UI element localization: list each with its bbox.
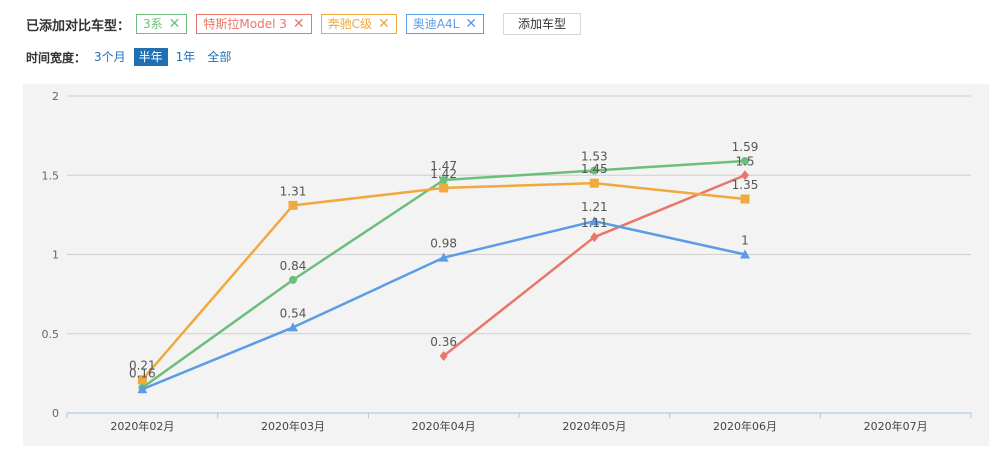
data-point [590,232,599,243]
data-label: 1.5 [735,154,754,168]
data-point [740,194,750,204]
x-tick-label: 2020年02月 [110,419,174,433]
x-tick-label: 2020年07月 [864,419,928,433]
time-range-option[interactable]: 半年 [133,48,168,66]
data-point [137,375,147,385]
time-range-option[interactable]: 全部 [207,50,232,64]
data-label: 1.31 [280,184,307,198]
close-icon[interactable]: ✕ [378,16,390,32]
model-tag-label: 奔驰C级 [327,17,372,31]
data-point [741,156,749,165]
line-chart: 0 0.5 1 1.5 2 2020年02月 2020年03月 2020年04月 2020年05… [42,90,972,433]
x-tick-label: 2020年05月 [562,419,626,433]
close-icon[interactable]: ✕ [465,16,477,32]
y-tick-label: 1 [52,249,59,262]
model-tags: 3系 ✕ 特斯拉Model 3 ✕ 奔驰C级 ✕ 奥迪A4L ✕ [136,14,493,34]
data-point [438,252,449,262]
data-label: 0.84 [280,259,307,273]
data-label: 0.36 [430,335,457,349]
data-point [288,200,298,210]
y-tick-label: 1.5 [42,169,60,182]
model-tag: 3系 ✕ [136,14,188,34]
model-tag-label: 奥迪A4L [412,17,460,31]
data-point [589,216,600,226]
x-tick-label: 2020年06月 [713,419,777,433]
model-tag: 特斯拉Model 3 ✕ [196,14,312,34]
data-point [590,166,599,175]
compare-bar: 已添加对比车型： 3系 ✕ 特斯拉Model 3 ✕ 奔驰C级 ✕ 奥迪A4L ✕ 添加车型 [26,12,582,36]
data-label: 0.16 [129,367,156,381]
time-range-options: 3个月 半年 1年 全部 [90,48,239,66]
data-point [439,176,448,185]
data-point [741,170,749,181]
time-range-bar: 时间宽度： 3个月 半年 1年 全部 [26,47,239,67]
y-tick-label: 0 [52,407,59,420]
time-range-option[interactable]: 1年 [175,50,196,64]
chart-panel: 0 0.5 1 1.5 2 2020年02月 2020年03月 2020年04月 2020年05… [23,84,989,446]
data-label: 1.35 [732,178,759,192]
data-label: 1.47 [430,159,457,173]
x-tick-label: 2020年03月 [261,419,325,433]
compare-label: 已添加对比车型： [26,18,131,34]
x-tick-label: 2020年04月 [412,419,476,433]
data-point [439,350,448,361]
data-point [439,183,449,193]
data-point [137,384,148,394]
data-label: 1.11 [581,216,608,230]
data-label: 0.21 [129,359,156,373]
y-tick-label: 0.5 [42,328,60,341]
data-point [740,249,750,259]
add-model-button[interactable]: 添加车型 [503,13,582,35]
model-tag: 奥迪A4L ✕ [405,14,484,34]
time-range-label: 时间宽度： [26,50,87,65]
time-range-option[interactable]: 3个月 [94,50,126,64]
close-icon[interactable]: ✕ [168,16,181,32]
data-label: 1.53 [581,149,608,163]
y-tick-label: 2 [52,90,59,103]
model-tag: 奔驰C级 ✕ [320,14,397,34]
model-tag-label: 特斯拉Model 3 [203,17,287,31]
data-point [288,322,298,332]
model-tag-label: 3系 [143,17,163,31]
data-label: 1.59 [732,140,759,154]
data-label: 0.98 [430,237,457,251]
data-point [289,275,297,284]
data-label: 0.54 [280,306,307,320]
data-label: 1.21 [581,200,608,214]
close-icon[interactable]: ✕ [292,16,305,32]
data-point [589,178,599,188]
data-label: 1.42 [430,167,457,181]
data-label: 1.45 [581,162,608,176]
data-label: 1 [741,234,749,248]
